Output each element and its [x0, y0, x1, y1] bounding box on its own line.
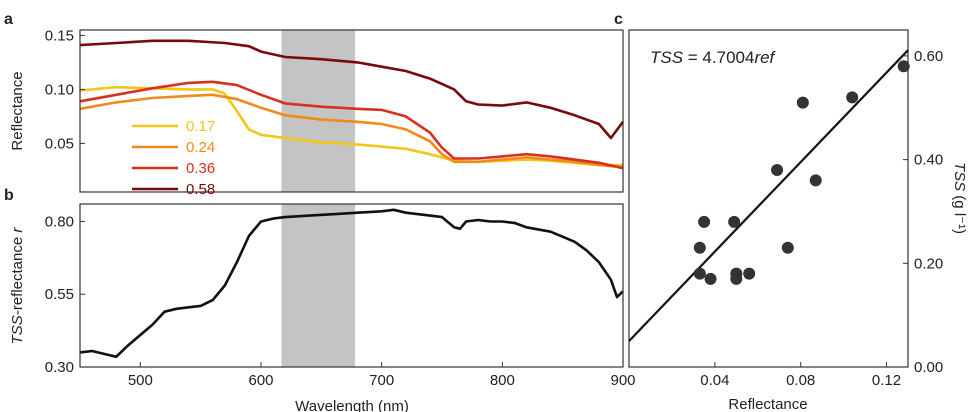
equation-lhs: TSS	[650, 48, 684, 67]
panel-b-x-ticks: 500 600 700 800 900	[128, 362, 636, 389]
panel-c-point-8	[771, 163, 784, 176]
legend-label-0: 0.17	[186, 118, 215, 135]
panel-b-y-label-part-0: TSS	[9, 315, 26, 344]
panel-b-x-tick-label-1: 600	[248, 372, 273, 389]
panel-b-shaded-band	[281, 204, 356, 367]
panel-c-y-tick-label-2: 0.40	[914, 152, 943, 169]
panel-c-y-label-italic: TSS	[951, 162, 968, 191]
panel-a-series-line-3	[79, 39, 625, 140]
panel-c-frame	[628, 29, 909, 368]
panel-c-y-tick-label-3: 0.60	[914, 48, 943, 65]
panel-c-point-4	[728, 215, 741, 228]
panel-c-point-0	[693, 241, 706, 254]
panel-b-x-tick-label-0: 500	[128, 372, 153, 389]
legend-label-1: 0.24	[186, 139, 215, 156]
panel-a-y-tick-label-0: 0.05	[45, 135, 74, 152]
panel-c-y-ticks: 0.00 0.20 0.40 0.60	[903, 48, 943, 376]
panel-c-point-13	[897, 60, 910, 73]
panel-c-x-ticks: 0.04 0.08 0.12	[700, 362, 901, 389]
panel-c-points	[693, 60, 910, 285]
panel-b-series-line-0	[79, 208, 624, 359]
panel-a-y-tick-label-2: 0.15	[45, 27, 74, 44]
equation-mid: = 4.7004	[683, 48, 754, 67]
panel-c-point-9	[781, 241, 794, 254]
panel-a-y-ticks: 0.05 0.10 0.15	[45, 27, 85, 152]
panel-b-x-tick-label-3: 800	[490, 372, 515, 389]
panel-a-series-line-2	[79, 80, 624, 170]
panel-b-y-label-part-2: r	[9, 227, 26, 233]
panel-c-x-label: Reflectance	[728, 396, 807, 412]
panel-a-lines	[79, 39, 625, 170]
panel-c-point-3	[704, 272, 717, 285]
panel-c-point-11	[809, 174, 822, 187]
panel-c-fit-line	[628, 49, 909, 342]
panel-b-frame	[79, 203, 624, 368]
panel-c-point-12	[846, 91, 859, 104]
panel-c: 0.04 0.08 0.12 0.00 0.20 0.40 0.60 TSS = 4.70…	[628, 29, 968, 412]
panel-b-lines	[79, 208, 624, 359]
panel-c-y-tick-label-0: 0.00	[914, 359, 943, 376]
panel-a-series-line-1	[79, 93, 624, 169]
panel-b-y-ticks: 0.30 0.55 0.80	[45, 213, 85, 376]
panel-a-letter: a	[4, 11, 13, 28]
panel-a-y-label: Reflectance	[9, 71, 26, 150]
panel-c-point-6	[730, 272, 743, 285]
panel-c-x-tick-label-2: 0.12	[872, 372, 901, 389]
legend-label-3: 0.58	[186, 181, 215, 198]
panel-a: 0.05 0.10 0.15 Reflectance 0.17 0.24 0.36 0.5…	[9, 27, 625, 198]
panel-c-letter: c	[614, 11, 623, 28]
legend-label-2: 0.36	[186, 160, 215, 177]
panel-c-y-tick-label-1: 0.20	[914, 255, 943, 272]
panel-c-fit-line-group	[628, 49, 909, 342]
panel-b-y-label: TSS-reflectance r	[9, 227, 26, 345]
panel-b-x-tick-label-2: 700	[369, 372, 394, 389]
panel-b-x-label: Wavelength (nm)	[295, 398, 409, 412]
panel-c-equation: TSS = 4.7004ref	[650, 48, 777, 67]
panel-b-y-tick-label-1: 0.55	[45, 286, 74, 303]
panel-a-y-tick-label-1: 0.10	[45, 81, 74, 98]
panel-b-y-tick-label-0: 0.30	[45, 359, 74, 376]
panel-b-letter: b	[4, 187, 14, 204]
panel-c-x-tick-label-1: 0.08	[786, 372, 815, 389]
panel-a-legend: 0.17 0.24 0.36 0.58	[132, 118, 215, 198]
panel-a-frame	[79, 29, 624, 193]
panel-c-point-2	[693, 267, 706, 280]
panel-b-y-label-part-1: -reflectance	[9, 233, 26, 316]
panel-c-point-7	[743, 267, 756, 280]
equation-rhs: ref	[754, 48, 776, 67]
panel-c-x-tick-label-0: 0.04	[700, 372, 729, 389]
panel-c-y-label: TSS (g l⁻¹)	[951, 162, 968, 234]
panel-a-shaded-band	[281, 30, 356, 192]
panel-b-y-tick-label-2: 0.80	[45, 213, 74, 230]
panel-a-series-line-0	[79, 85, 623, 167]
panel-b: 0.30 0.55 0.80 500 600 700 800 900 TSS-reflect…	[9, 203, 636, 412]
panel-c-point-10	[796, 96, 809, 109]
panel-b-x-tick-label-4: 900	[610, 372, 635, 389]
panel-c-y-label-rest: (g l⁻¹)	[951, 191, 968, 234]
panel-c-point-1	[698, 215, 711, 228]
